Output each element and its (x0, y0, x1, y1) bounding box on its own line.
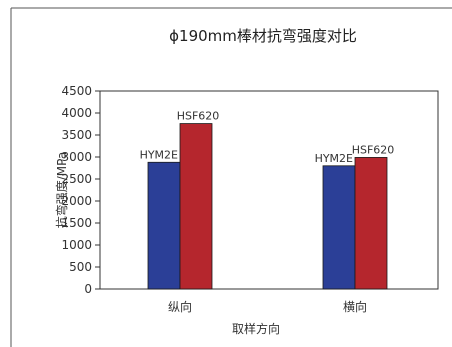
bar-hsf620-2 (354, 157, 388, 290)
bar-hym2e-1 (147, 161, 181, 290)
bar-series-label: HSF620 (177, 110, 220, 123)
bar-series-label: HYM2E (140, 148, 178, 161)
bar-series-label: HYM2E (315, 152, 353, 165)
y-tick-label: 500 (69, 260, 92, 274)
y-tick-label: 3000 (61, 150, 92, 164)
chart-title: ϕ190mm棒材抗弯强度对比 (169, 27, 357, 45)
y-tick-label: 4500 (61, 84, 92, 98)
y-tick-label: 1000 (61, 238, 92, 252)
bar-series-label: HSF620 (352, 143, 395, 156)
y-tick-label: 2500 (61, 172, 92, 186)
y-tick-label: 4000 (61, 106, 92, 120)
y-axis: 0 500 1000 1500 2000 2500 3000 3500 4000 4500 (61, 84, 100, 296)
plot-area (99, 90, 439, 290)
y-tick-label: 1500 (61, 216, 92, 230)
x-axis-title: 取样方向 (232, 321, 280, 336)
x-tick-label: 纵向 (168, 299, 192, 314)
x-axis: 纵向 横向 (168, 299, 367, 314)
y-tick-label: 0 (84, 282, 92, 296)
bar-hym2e-2 (322, 165, 356, 290)
bar-hsf620-1 (179, 123, 213, 290)
y-tick-label: 2000 (61, 194, 92, 208)
x-tick-label: 横向 (343, 299, 367, 314)
bars-group (147, 123, 388, 290)
y-axis-title: 抗弯强度/MPa (54, 152, 69, 228)
y-tick-label: 3500 (61, 128, 92, 142)
